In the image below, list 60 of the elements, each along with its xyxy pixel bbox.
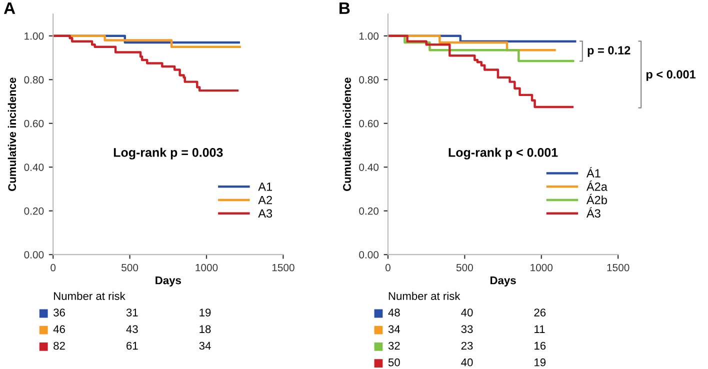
x-axis-title: Days bbox=[156, 276, 181, 286]
y-tick-label: 0.80 bbox=[359, 76, 379, 84]
y-tick-label: 0.00 bbox=[359, 251, 379, 258]
text: 11 bbox=[534, 325, 545, 333]
x-tick-label: 0 bbox=[50, 264, 56, 272]
text: 33 bbox=[461, 325, 473, 334]
y-tick-label: 1.00 bbox=[24, 32, 44, 40]
text: Number at risk bbox=[388, 292, 460, 300]
text: 26 bbox=[534, 308, 546, 316]
x-tick-label: 500 bbox=[456, 264, 473, 272]
y-tick-label: 0.60 bbox=[24, 120, 44, 128]
text: 43 bbox=[126, 325, 138, 334]
chart-title: A bbox=[4, 2, 16, 14]
text: p < 0.001 bbox=[646, 70, 696, 81]
text: 40 bbox=[461, 358, 473, 366]
y-tick-label: 0.40 bbox=[359, 164, 379, 171]
legend-label: Á2b bbox=[586, 194, 607, 204]
text: 36 bbox=[54, 308, 65, 316]
y-tick-label: 0.20 bbox=[359, 207, 379, 215]
legend-label: A2 bbox=[258, 196, 272, 204]
legend-label: Á3 bbox=[586, 207, 600, 218]
x-tick-label: 1000 bbox=[530, 264, 553, 272]
text: 40 bbox=[461, 308, 473, 316]
y-axis-title: Cumulative incidence bbox=[342, 78, 351, 191]
annotation: p = 0.12 bbox=[588, 46, 630, 57]
text: 46 bbox=[53, 325, 65, 334]
text: 61 bbox=[126, 342, 138, 350]
legend-label: Á2a bbox=[586, 180, 608, 191]
x-tick-label: 1500 bbox=[607, 264, 630, 272]
text: 48 bbox=[388, 308, 400, 316]
text: 18 bbox=[200, 325, 211, 334]
text: 50 bbox=[388, 358, 400, 366]
x-axis-title: Days bbox=[490, 276, 516, 286]
x-tick-label: 1000 bbox=[196, 264, 218, 272]
y-tick-label: 1.00 bbox=[359, 32, 379, 40]
y-tick-label: 0.40 bbox=[24, 164, 44, 171]
x-tick-label: 1500 bbox=[272, 264, 294, 272]
annotation: Log-rank p < 0.001 bbox=[448, 148, 558, 160]
y-tick-label: 0.20 bbox=[24, 207, 44, 215]
y-tick-label: 0.80 bbox=[24, 76, 44, 84]
legend-label: Á1 bbox=[586, 167, 600, 178]
text: Number at risk bbox=[54, 292, 126, 300]
annotation: Log-rank p = 0.003 bbox=[114, 148, 223, 160]
y-axis-title: Cumulative incidence bbox=[8, 78, 16, 191]
text: 23 bbox=[461, 342, 473, 350]
legend-label: A1 bbox=[258, 182, 272, 191]
y-tick-label: 0.00 bbox=[24, 251, 44, 258]
text: 82 bbox=[54, 342, 65, 350]
text: 31 bbox=[126, 308, 138, 316]
x-tick-label: 500 bbox=[122, 264, 138, 272]
text: 16 bbox=[534, 342, 546, 350]
text: 32 bbox=[388, 342, 400, 350]
text: 19 bbox=[200, 308, 211, 316]
text: 19 bbox=[534, 358, 546, 366]
y-tick-label: 0.60 bbox=[359, 120, 379, 128]
text: 34 bbox=[199, 342, 211, 350]
x-tick-label: 0 bbox=[385, 264, 390, 272]
chart-title: B bbox=[340, 2, 350, 14]
text: 34 bbox=[388, 325, 400, 334]
legend-label: A3 bbox=[258, 209, 272, 218]
